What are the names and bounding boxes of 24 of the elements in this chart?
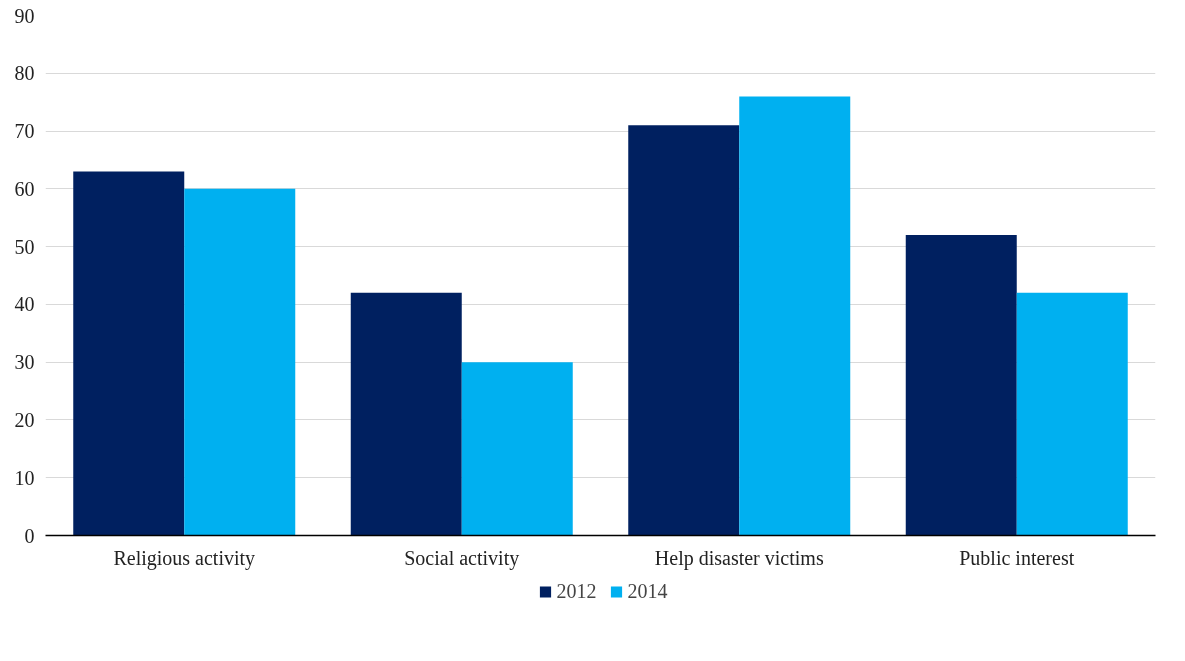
bar xyxy=(73,171,185,536)
bar xyxy=(184,188,296,536)
y-tick-label: 70 xyxy=(14,120,35,143)
bar xyxy=(350,292,462,536)
y-tick-label: 80 xyxy=(14,62,35,85)
x-tick-label: Public interest xyxy=(959,546,1075,569)
x-tick-label: Religious activity xyxy=(113,546,256,570)
x-tick-label: Social activity xyxy=(404,546,520,570)
x-tick-label: Help disaster victims xyxy=(654,546,824,570)
legend-label: 2014 xyxy=(627,579,668,603)
bar xyxy=(905,235,1017,536)
y-tick-label: 0 xyxy=(24,524,35,547)
y-tick-label: 20 xyxy=(14,408,35,431)
bar xyxy=(739,96,851,536)
legend-label: 2012 xyxy=(556,579,597,603)
y-tick-label: 10 xyxy=(14,466,35,489)
y-tick-label: 60 xyxy=(14,177,35,200)
y-tick-label: 50 xyxy=(14,235,35,258)
y-tick-label: 30 xyxy=(14,351,35,374)
bar xyxy=(461,362,573,536)
bar xyxy=(628,125,740,536)
y-tick-label: 90 xyxy=(14,4,35,27)
y-tick-label: 40 xyxy=(14,293,35,316)
bar xyxy=(1016,292,1128,536)
